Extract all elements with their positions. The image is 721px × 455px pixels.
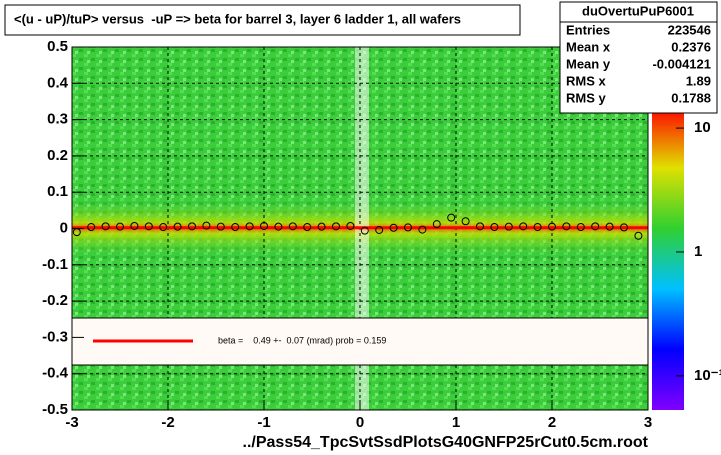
- profile-point: [360, 226, 369, 235]
- profile-point: [490, 223, 499, 232]
- x-tick-label: 0: [356, 414, 364, 431]
- profile-point: [216, 222, 225, 231]
- profile-point: [202, 221, 211, 230]
- x-tick-label: 2: [548, 414, 556, 431]
- profile-point: [620, 223, 628, 232]
- y-tick-label: -0.1: [42, 256, 68, 273]
- stats-title: duOvertuPuP6001: [582, 3, 694, 18]
- title-box: [4, 4, 521, 36]
- y-tick-label: 0.3: [47, 111, 68, 128]
- stats-label: RMS y: [566, 90, 607, 105]
- x-tick-label: -3: [65, 414, 78, 431]
- profile-point: [303, 223, 312, 232]
- profile-point: [447, 213, 456, 222]
- profile-point: [173, 222, 182, 231]
- profile-point: [260, 221, 268, 230]
- profile-point: [404, 223, 412, 232]
- x-tick-label: 3: [644, 414, 652, 431]
- profile-point: [317, 222, 326, 231]
- stats-value: -0.004121: [652, 56, 711, 71]
- stats-value: 0.2376: [671, 39, 711, 54]
- profile-point: [288, 222, 297, 231]
- stats-label: RMS x: [566, 73, 607, 88]
- stats-label: Entries: [566, 22, 610, 37]
- y-tick-label: 0: [60, 219, 68, 236]
- profile-point: [432, 220, 441, 229]
- palette: [652, 107, 684, 410]
- profile-point: [418, 225, 427, 234]
- profile-point: [144, 222, 153, 231]
- x-tick-label: -1: [257, 414, 270, 431]
- y-tick-label: -0.5: [42, 401, 68, 418]
- stats-value: 223546: [668, 22, 711, 37]
- profile-point: [389, 223, 398, 232]
- profile-point: [504, 222, 513, 231]
- stats-value: 0.1788: [671, 90, 711, 105]
- chart-title: <(u - uP)/tuP> versus -uP => beta for ba…: [14, 11, 461, 26]
- profile-point: [101, 222, 110, 231]
- profile-point: [533, 223, 542, 232]
- stats-box: [559, 1, 718, 114]
- legend-text: beta = 0.49 +- 0.07 (mrad) prob = 0.159: [218, 335, 386, 345]
- y-tick-label: 0.1: [47, 183, 68, 200]
- profile-point: [72, 228, 81, 237]
- y-tick-label: -0.3: [42, 328, 68, 345]
- y-tick-label: 0.2: [47, 147, 68, 164]
- profile-point: [188, 222, 196, 231]
- profile-point: [130, 221, 139, 230]
- profile-point: [231, 223, 240, 232]
- y-tick-label: 0.5: [47, 38, 68, 55]
- y-tick-label: 0.4: [47, 74, 69, 91]
- profile-point: [548, 222, 556, 231]
- profile-point: [245, 222, 254, 231]
- profile-point: [375, 225, 384, 234]
- z-tick-label: 10: [694, 119, 711, 136]
- y-tick-label: -0.2: [42, 292, 68, 309]
- profile-point: [346, 221, 355, 230]
- profile-point: [562, 222, 571, 231]
- profile-point: [274, 222, 283, 231]
- profile-point: [332, 222, 340, 231]
- stats-label: Mean x: [566, 39, 611, 54]
- stats-label: Mean y: [566, 56, 611, 71]
- x-axis-label: ../Pass54_TpcSvtSsdPlotsG40GNFP25rCut0.5…: [243, 434, 649, 451]
- profile-point: [476, 222, 484, 231]
- x-tick-label: 1: [452, 414, 460, 431]
- profile-point: [519, 222, 528, 231]
- y-tick-label: -0.4: [42, 365, 69, 382]
- profile-point: [461, 217, 470, 226]
- profile-point: [87, 223, 96, 232]
- stats-value: 1.89: [686, 73, 711, 88]
- x-tick-label: -2: [161, 414, 174, 431]
- profile-point: [605, 222, 614, 231]
- profile-point: [634, 231, 643, 240]
- profile-point: [116, 222, 124, 231]
- z-tick-label: 1: [694, 243, 702, 260]
- profile-point: [591, 222, 600, 231]
- profile-point: [159, 223, 168, 232]
- z-tick-label: 10⁻¹: [694, 367, 721, 384]
- profile-point: [576, 223, 585, 232]
